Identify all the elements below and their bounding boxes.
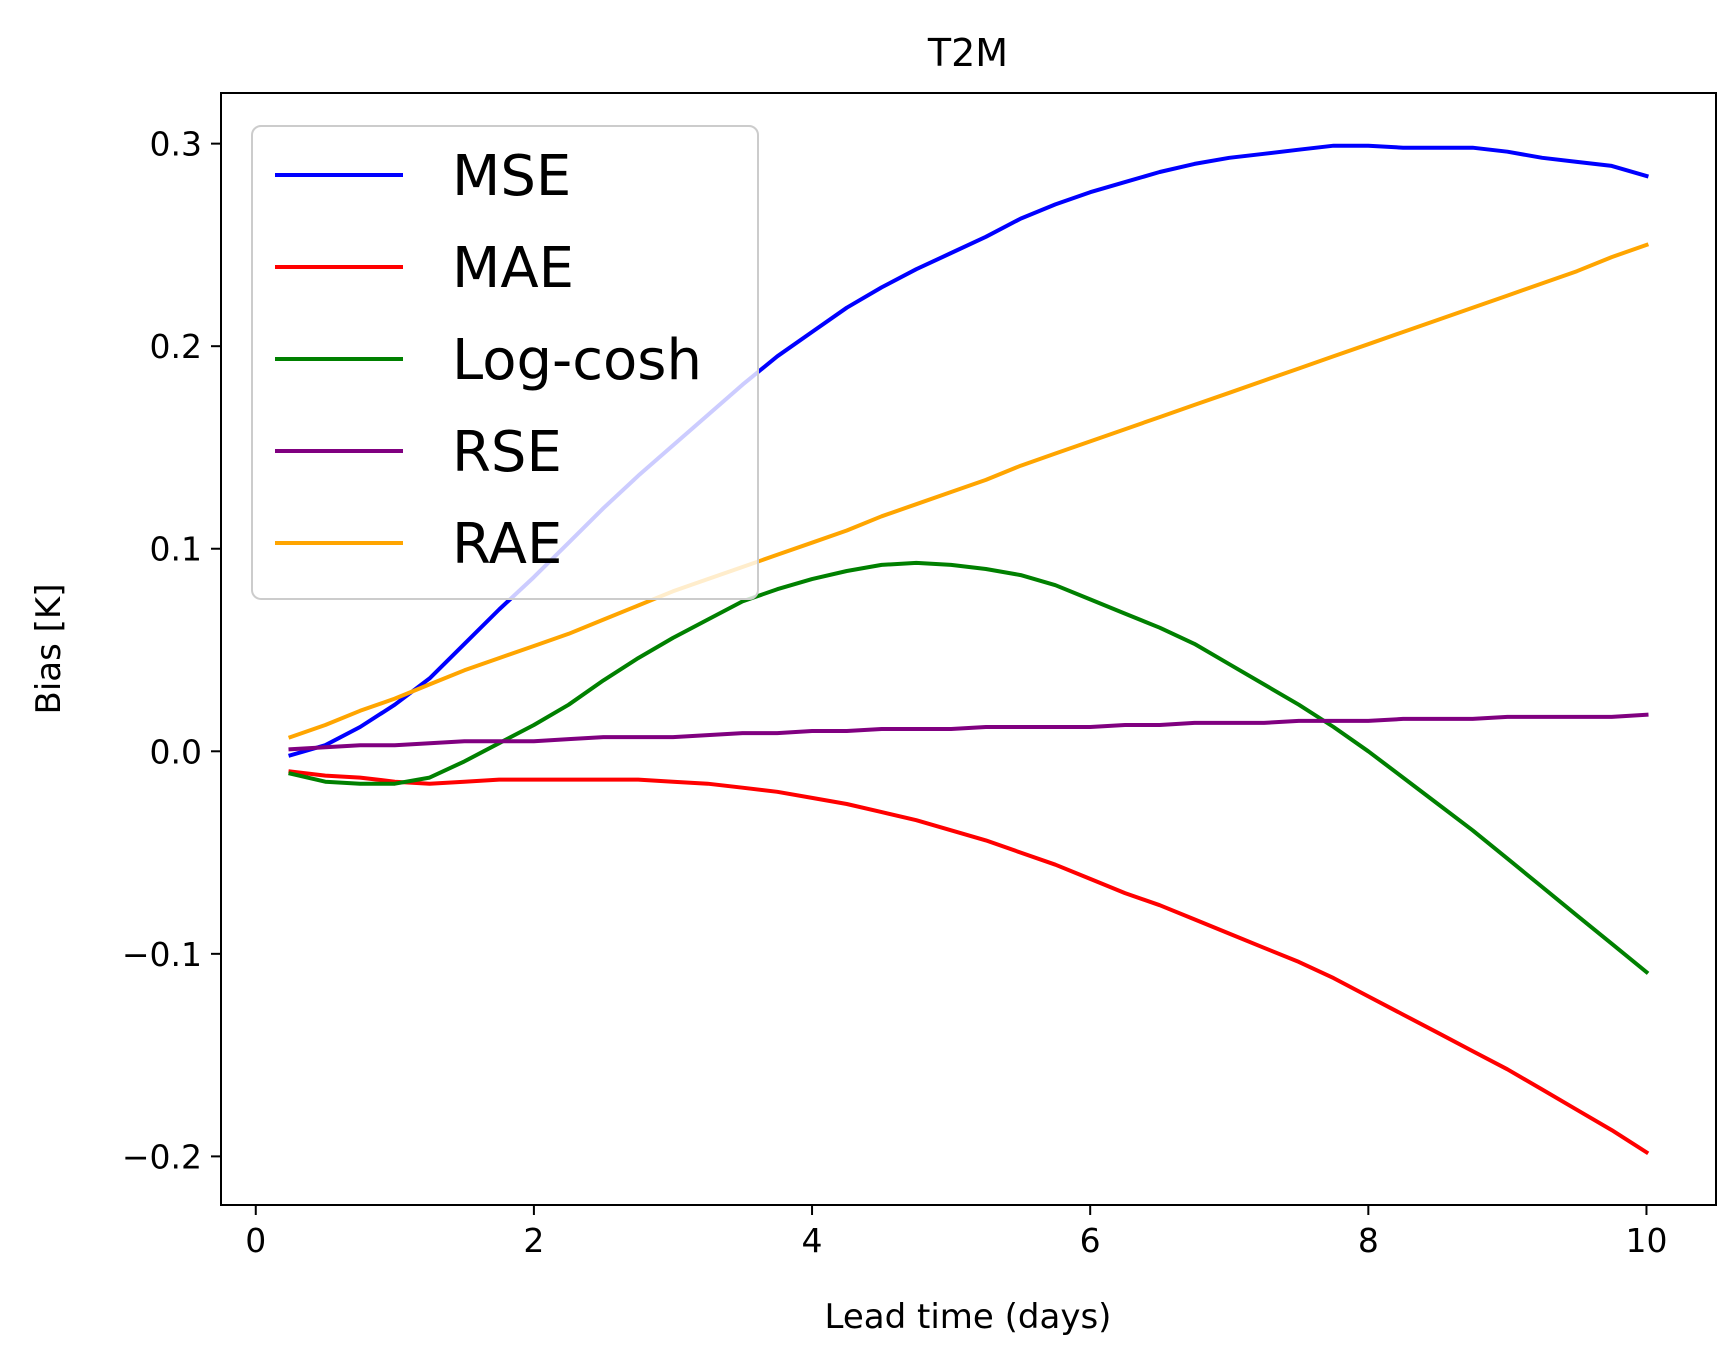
x-axis-ticks: 0 2 4 6 8 10 bbox=[245, 1205, 1667, 1260]
series-line-mae bbox=[288, 769, 1650, 1156]
y-axis-label: Bias [K] bbox=[29, 584, 69, 715]
y-tick-label: 0.0 bbox=[150, 732, 202, 771]
x-tick-label: 4 bbox=[802, 1221, 823, 1260]
x-axis-label: Lead time (days) bbox=[825, 1297, 1112, 1337]
legend-label-rae: RAE bbox=[452, 512, 562, 577]
series-line-log-cosh bbox=[288, 560, 1650, 975]
legend-box bbox=[251, 125, 759, 600]
series-line-rse bbox=[288, 712, 1649, 752]
y-tick-label: −0.1 bbox=[122, 935, 202, 974]
y-tick-label: 0.1 bbox=[150, 530, 202, 569]
legend-label-log-cosh: Log-cosh bbox=[452, 328, 702, 393]
y-tick-label: 0.3 bbox=[150, 125, 202, 164]
x-tick-label: 2 bbox=[523, 1221, 544, 1260]
x-tick-label: 10 bbox=[1625, 1221, 1667, 1260]
legend-label-rse: RSE bbox=[452, 420, 562, 485]
y-tick-label: −0.2 bbox=[122, 1137, 202, 1176]
plot-frame bbox=[220, 92, 1717, 1206]
legend-label-mse: MSE bbox=[452, 144, 571, 209]
legend-items: MSE MAE Log-cosh RSE RAE bbox=[275, 144, 702, 577]
legend: MSE MAE Log-cosh RSE RAE bbox=[251, 125, 759, 600]
x-tick-label: 6 bbox=[1080, 1221, 1101, 1260]
x-tick-label: 0 bbox=[245, 1221, 266, 1260]
series-line-rae bbox=[287, 242, 1650, 740]
legend-label-mae: MAE bbox=[452, 236, 574, 301]
y-tick-label: 0.2 bbox=[150, 327, 202, 366]
y-axis-ticks: −0.2 −0.1 0.0 0.1 0.2 0.3 bbox=[122, 125, 221, 1176]
chart-title: T2M bbox=[927, 31, 1008, 75]
x-tick-label: 8 bbox=[1358, 1221, 1379, 1260]
